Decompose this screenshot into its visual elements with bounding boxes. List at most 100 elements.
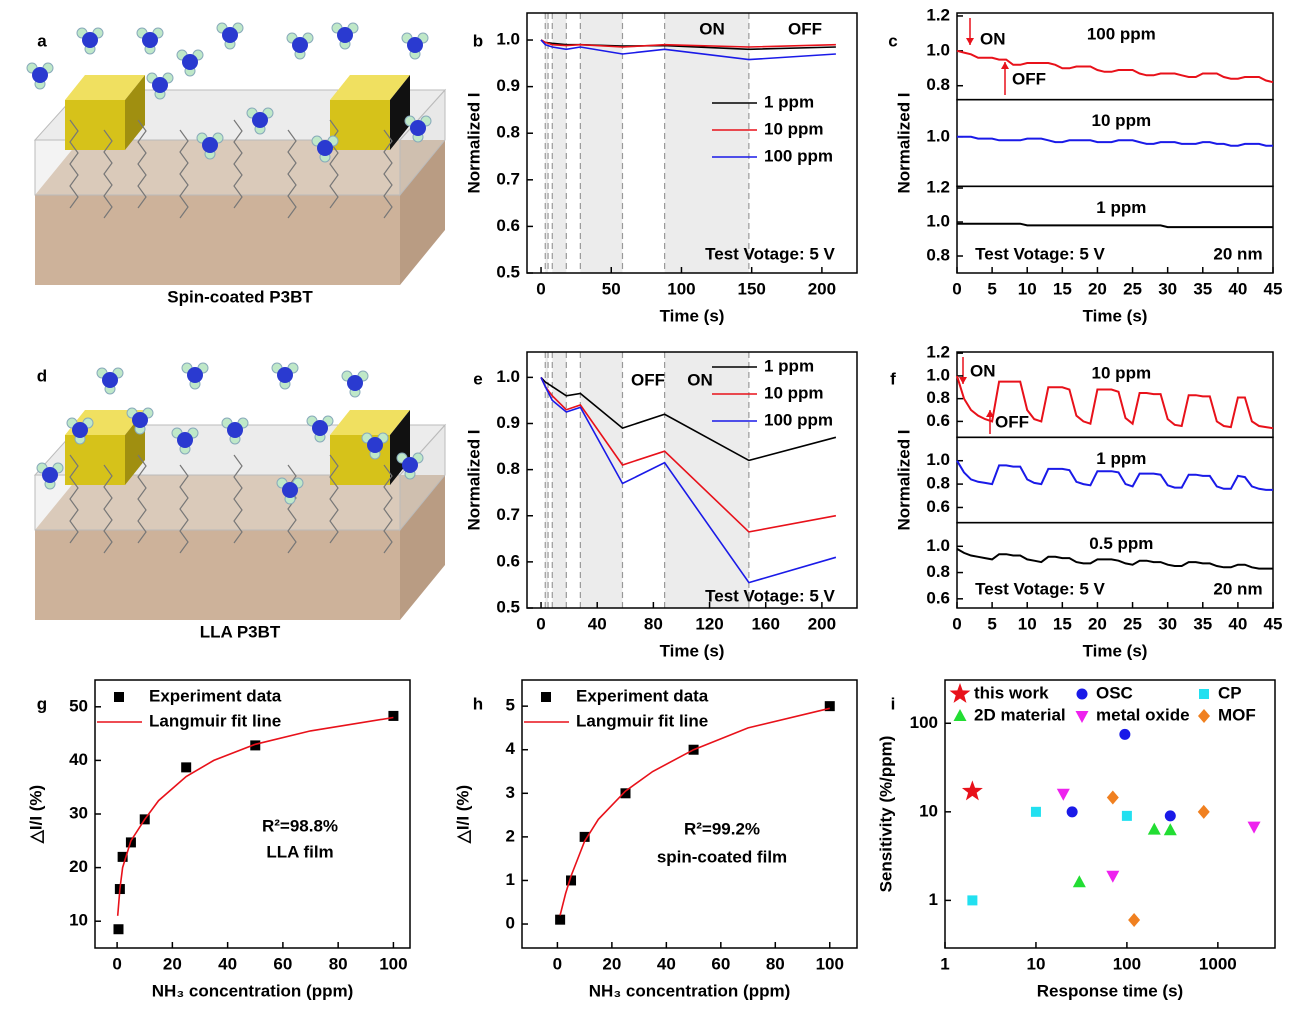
- y-tick-label: 3: [506, 783, 515, 802]
- panel-letter: h: [473, 694, 483, 713]
- annotation: ON: [980, 29, 1006, 48]
- substrate-top: [35, 475, 445, 530]
- legend-label: metal oxide: [1096, 705, 1190, 724]
- marker-square: [1030, 806, 1041, 817]
- film-side: [399, 423, 446, 532]
- x-axis-label: Time (s): [1083, 306, 1148, 325]
- nitrogen: [177, 432, 193, 448]
- series-label: 100 ppm: [1087, 24, 1156, 43]
- y-tick-label: 0.9: [496, 76, 520, 95]
- substrate-side: [400, 140, 445, 285]
- x-tick-label: 35: [1193, 279, 1212, 298]
- marker-square: [388, 710, 399, 721]
- y-tick-label: 1.0: [926, 126, 950, 145]
- nh3-molecule: [276, 477, 304, 505]
- line: [559, 707, 830, 916]
- marker-circle: [1066, 806, 1078, 818]
- substrate-top: [35, 140, 445, 195]
- legend-marker: [1199, 689, 1209, 699]
- nh3-molecule: [216, 22, 244, 50]
- annotation: OFF: [1012, 69, 1046, 88]
- marker-square: [250, 740, 261, 751]
- y-tick-label: 0.6: [926, 588, 950, 607]
- substrate-front: [35, 530, 400, 620]
- y-tick-label: 0.6: [926, 497, 950, 516]
- panel-letter: c: [888, 31, 897, 50]
- y-axis-label: Normalized I: [464, 92, 483, 193]
- nh3-molecule: [26, 62, 54, 90]
- x-tick-label: 40: [1228, 279, 1247, 298]
- polymer-chain: [103, 129, 113, 219]
- nitrogen: [202, 137, 218, 153]
- nitrogen: [42, 467, 58, 483]
- shaded-region: [580, 13, 623, 273]
- plot-frame: [521, 679, 858, 949]
- y-axis-label: Normalized I: [894, 92, 913, 193]
- nh3-molecule: [401, 32, 429, 60]
- x-tick-label: 120: [695, 614, 723, 633]
- nh3-molecule: [196, 132, 224, 160]
- electrode-front: [330, 100, 390, 150]
- annotation: 20 nm: [1213, 244, 1262, 263]
- shaded-region: [552, 352, 567, 608]
- legend-marker: [1076, 688, 1088, 700]
- x-tick-label: 40: [1228, 614, 1247, 633]
- x-tick-label: 45: [1264, 279, 1283, 298]
- electrode-top: [330, 75, 410, 100]
- marker-square: [113, 924, 124, 935]
- annotation: R²=99.2%: [684, 819, 760, 838]
- polymer-chain: [137, 454, 147, 544]
- y-axis-label: Sensitivity (%/ppm): [876, 736, 895, 893]
- marker-triangle: [1072, 875, 1086, 888]
- subplot-frame: [956, 521, 1274, 609]
- x-tick-label: 15: [1053, 614, 1072, 633]
- marker-triangle: [1163, 823, 1177, 836]
- polymer-chain: [233, 454, 243, 544]
- nh3-molecule: [181, 362, 209, 390]
- y-tick-label: 0.6: [926, 411, 950, 430]
- x-tick-label: 100: [1113, 954, 1141, 973]
- x-axis-label: NH₃ concentration (ppm): [152, 981, 353, 1000]
- nh3-molecule: [76, 27, 104, 55]
- legend-label: Experiment data: [149, 686, 282, 705]
- y-tick-label: 1.2: [926, 5, 950, 24]
- electrode-side: [390, 75, 410, 150]
- polymer-chain: [103, 464, 113, 554]
- x-tick-label: 15: [1053, 279, 1072, 298]
- nh3-molecule: [404, 115, 432, 143]
- line: [957, 222, 1273, 229]
- y-tick-label: 1.0: [926, 536, 950, 555]
- y-tick-label: 0.7: [496, 505, 520, 524]
- marker-square: [566, 875, 577, 886]
- y-tick-label: 1.0: [926, 450, 950, 469]
- series-label: 1 ppm: [1096, 449, 1146, 468]
- y-tick-label: 50: [69, 696, 88, 715]
- annotation: OFF: [995, 412, 1029, 431]
- nh3-molecule: [171, 427, 199, 455]
- series-label: 10 ppm: [1092, 111, 1152, 130]
- x-tick-label: 25: [1123, 614, 1142, 633]
- annotation: R²=98.8%: [262, 816, 338, 835]
- line: [540, 377, 837, 584]
- nitrogen: [277, 367, 293, 383]
- electrode-top: [65, 75, 145, 100]
- x-tick-label: 10: [1026, 954, 1045, 973]
- x-tick-label: 25: [1123, 279, 1142, 298]
- y-tick-label: 30: [69, 803, 88, 822]
- legend-marker: [1198, 709, 1210, 723]
- y-tick-label: 0.8: [926, 562, 950, 581]
- marker-square: [541, 692, 551, 702]
- y-tick-label: 0.8: [496, 459, 520, 478]
- nitrogen: [222, 27, 238, 43]
- nh3-molecule: [146, 72, 174, 100]
- shaded-region: [545, 13, 549, 273]
- marker-square: [967, 895, 978, 906]
- arrow-head: [959, 377, 967, 384]
- nitrogen: [132, 412, 148, 428]
- x-tick-label: 0: [536, 279, 545, 298]
- polymer-chain: [179, 464, 189, 554]
- nh3-molecule: [136, 27, 164, 55]
- nitrogen: [102, 372, 118, 388]
- x-tick-label: 0: [952, 279, 961, 298]
- nh3-molecule: [341, 370, 369, 398]
